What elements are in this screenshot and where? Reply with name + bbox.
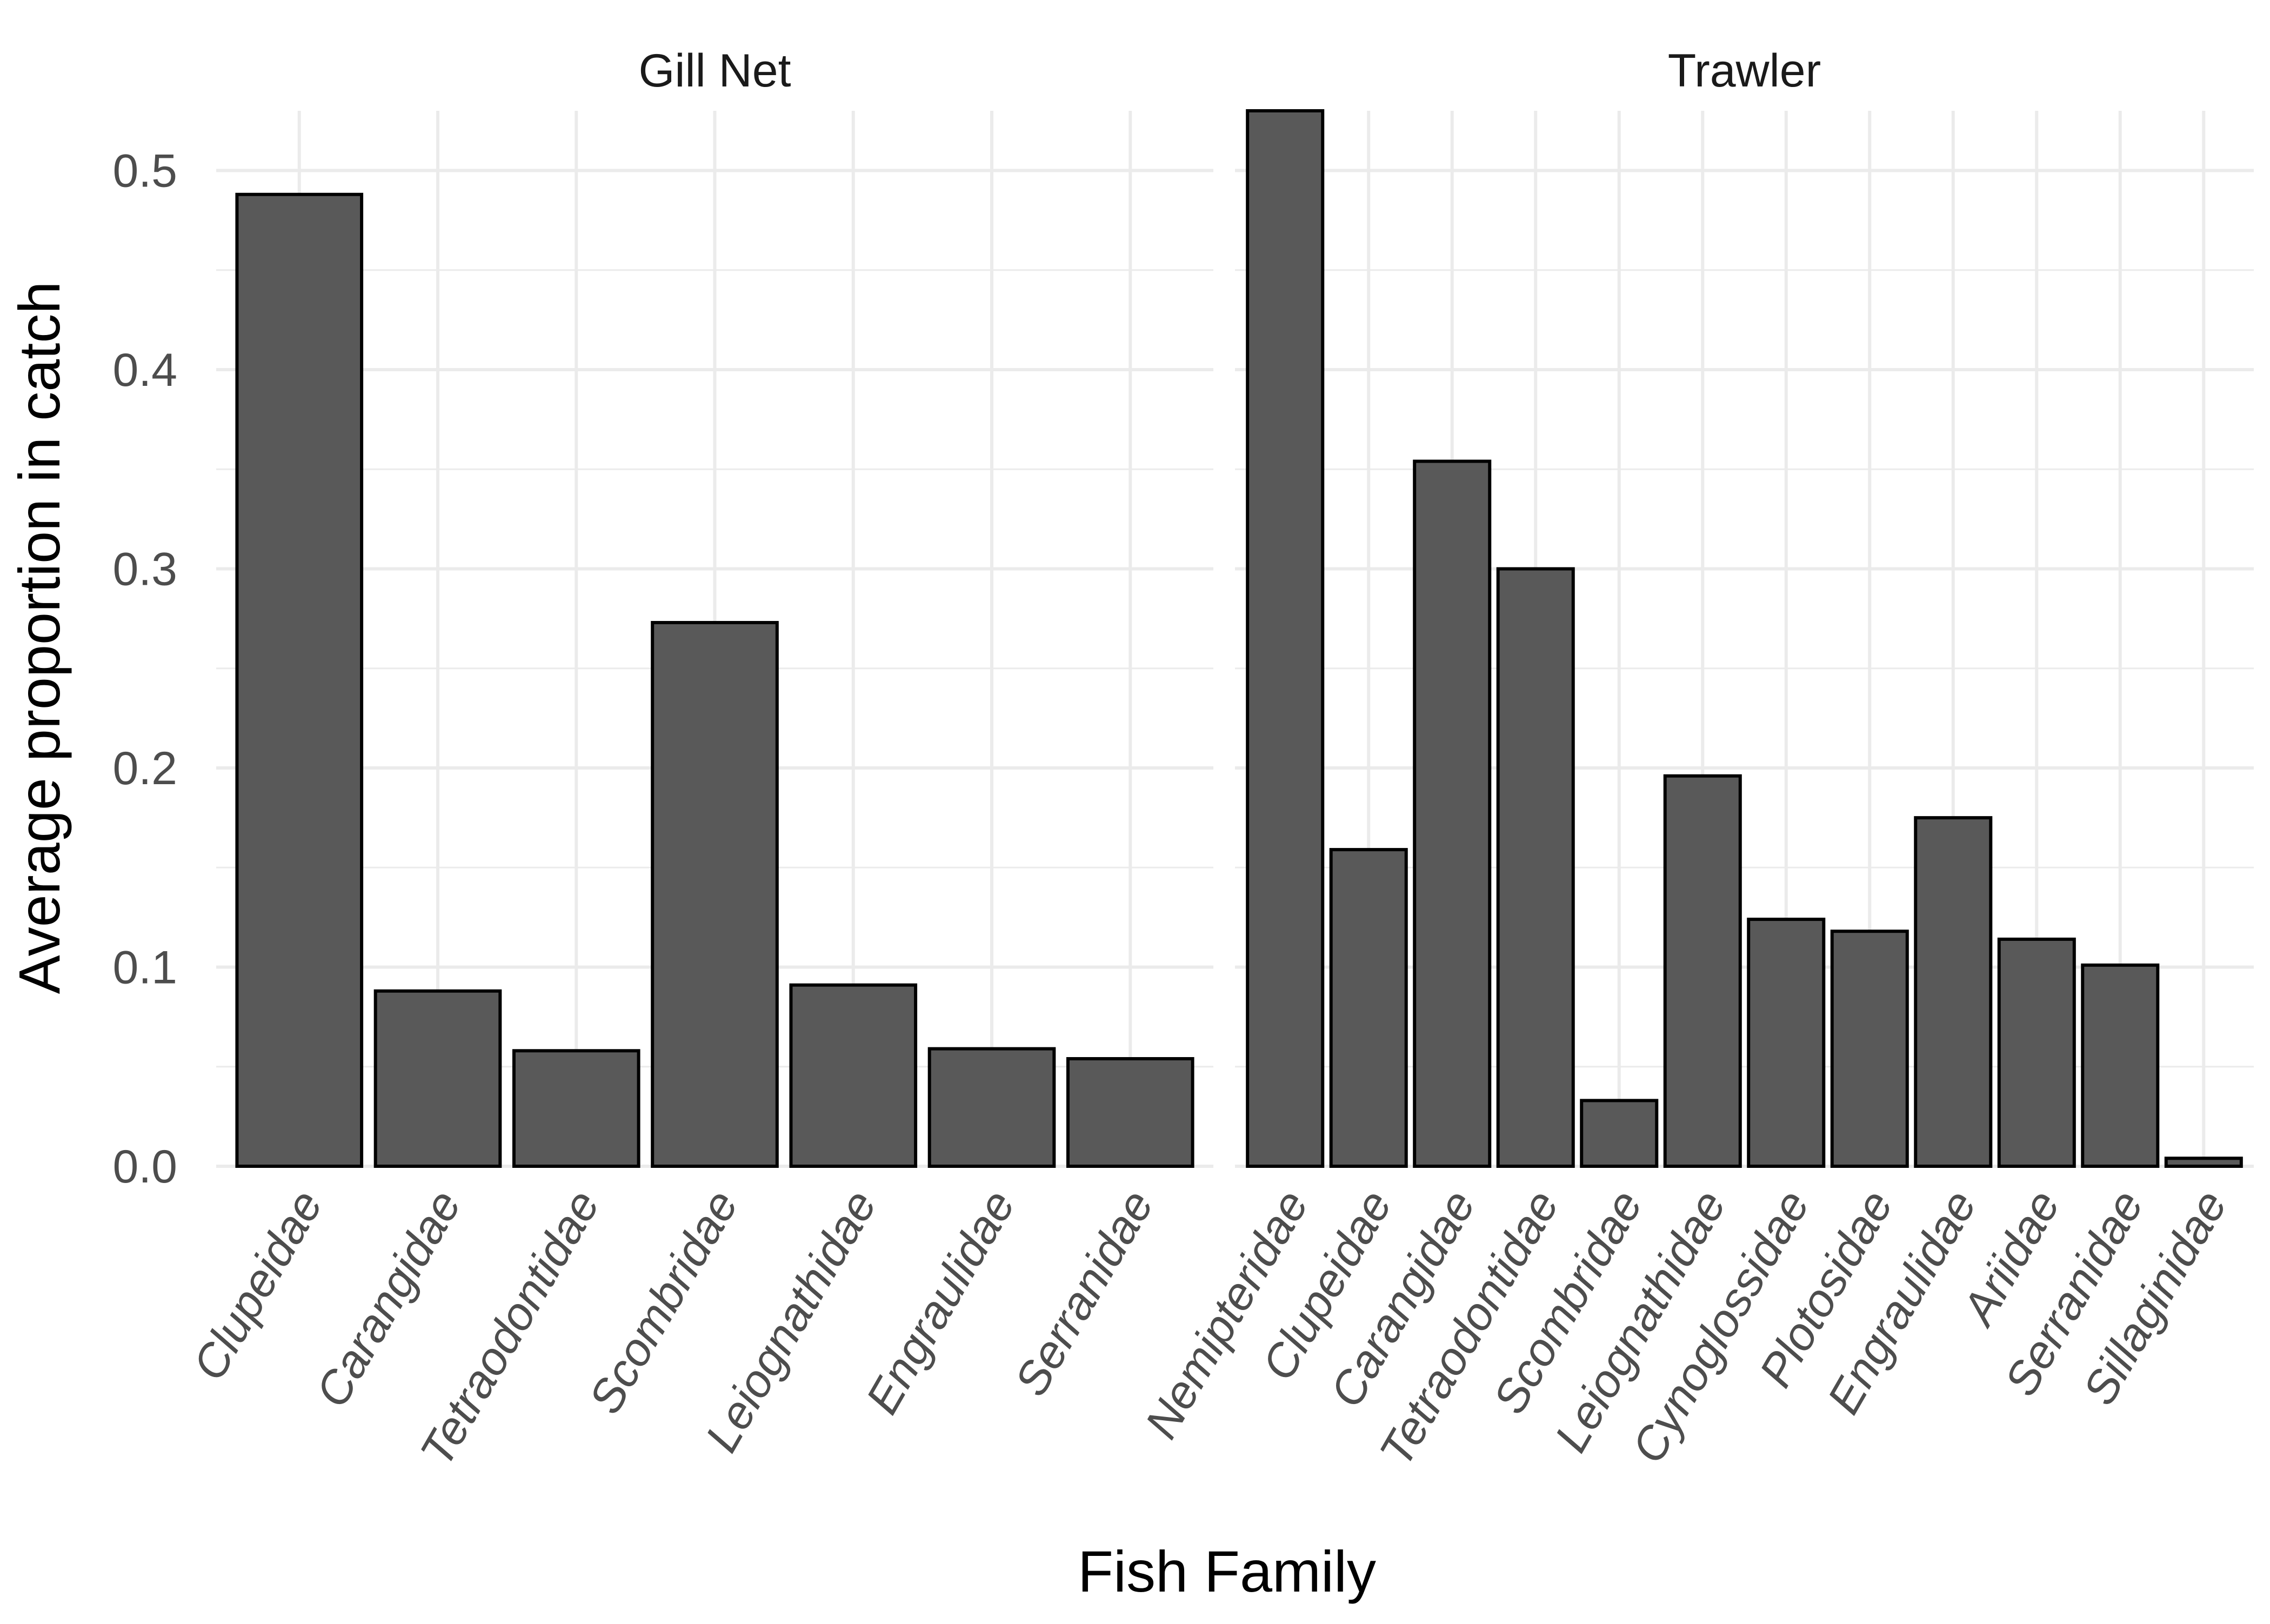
y-tick-label: 0.5	[112, 145, 177, 197]
bar	[1914, 816, 1993, 1168]
x-tick-label: Scombridae	[579, 1182, 748, 1422]
x-tick-label: Serranidae	[1005, 1182, 1164, 1405]
bar	[1663, 774, 1742, 1168]
bar	[235, 192, 364, 1168]
y-tick-label: 0.0	[112, 1141, 177, 1193]
bar	[1413, 459, 1492, 1168]
bar	[1580, 1099, 1659, 1168]
y-axis-title: Average proportion in catch	[6, 282, 72, 994]
bar	[651, 621, 779, 1168]
bar	[2081, 963, 2160, 1168]
y-tick-label: 0.1	[112, 942, 177, 994]
bar-layer	[235, 109, 2243, 1168]
x-axis-title: Fish Family	[1078, 1539, 1376, 1604]
bar	[1246, 109, 1325, 1168]
bar	[1066, 1057, 1194, 1168]
x-tick-label: Clupeidae	[183, 1182, 332, 1389]
bar	[1329, 848, 1408, 1168]
label-layer: 0.0 0.1 0.2 0.3 0.4 0.5 Gill Net ClupeidaeCaran…	[112, 45, 2236, 1475]
y-tick-label: 0.2	[112, 743, 177, 794]
x-tick-label: Engraulidae	[856, 1182, 1025, 1423]
y-tick-label: 0.4	[112, 344, 177, 396]
bar	[1997, 937, 2076, 1168]
y-tick-label: 0.3	[112, 544, 177, 596]
bar	[512, 1049, 640, 1168]
bar	[1747, 918, 1826, 1168]
bar	[1496, 567, 1575, 1168]
bar	[2164, 1157, 2243, 1168]
bar	[1830, 930, 1909, 1168]
bar	[789, 983, 918, 1168]
facet-title: Gill Net	[639, 45, 791, 97]
facet-title: Trawler	[1668, 45, 1821, 97]
bar	[927, 1047, 1056, 1168]
x-tick-label: Carangidae	[306, 1182, 471, 1416]
bar	[373, 989, 502, 1168]
